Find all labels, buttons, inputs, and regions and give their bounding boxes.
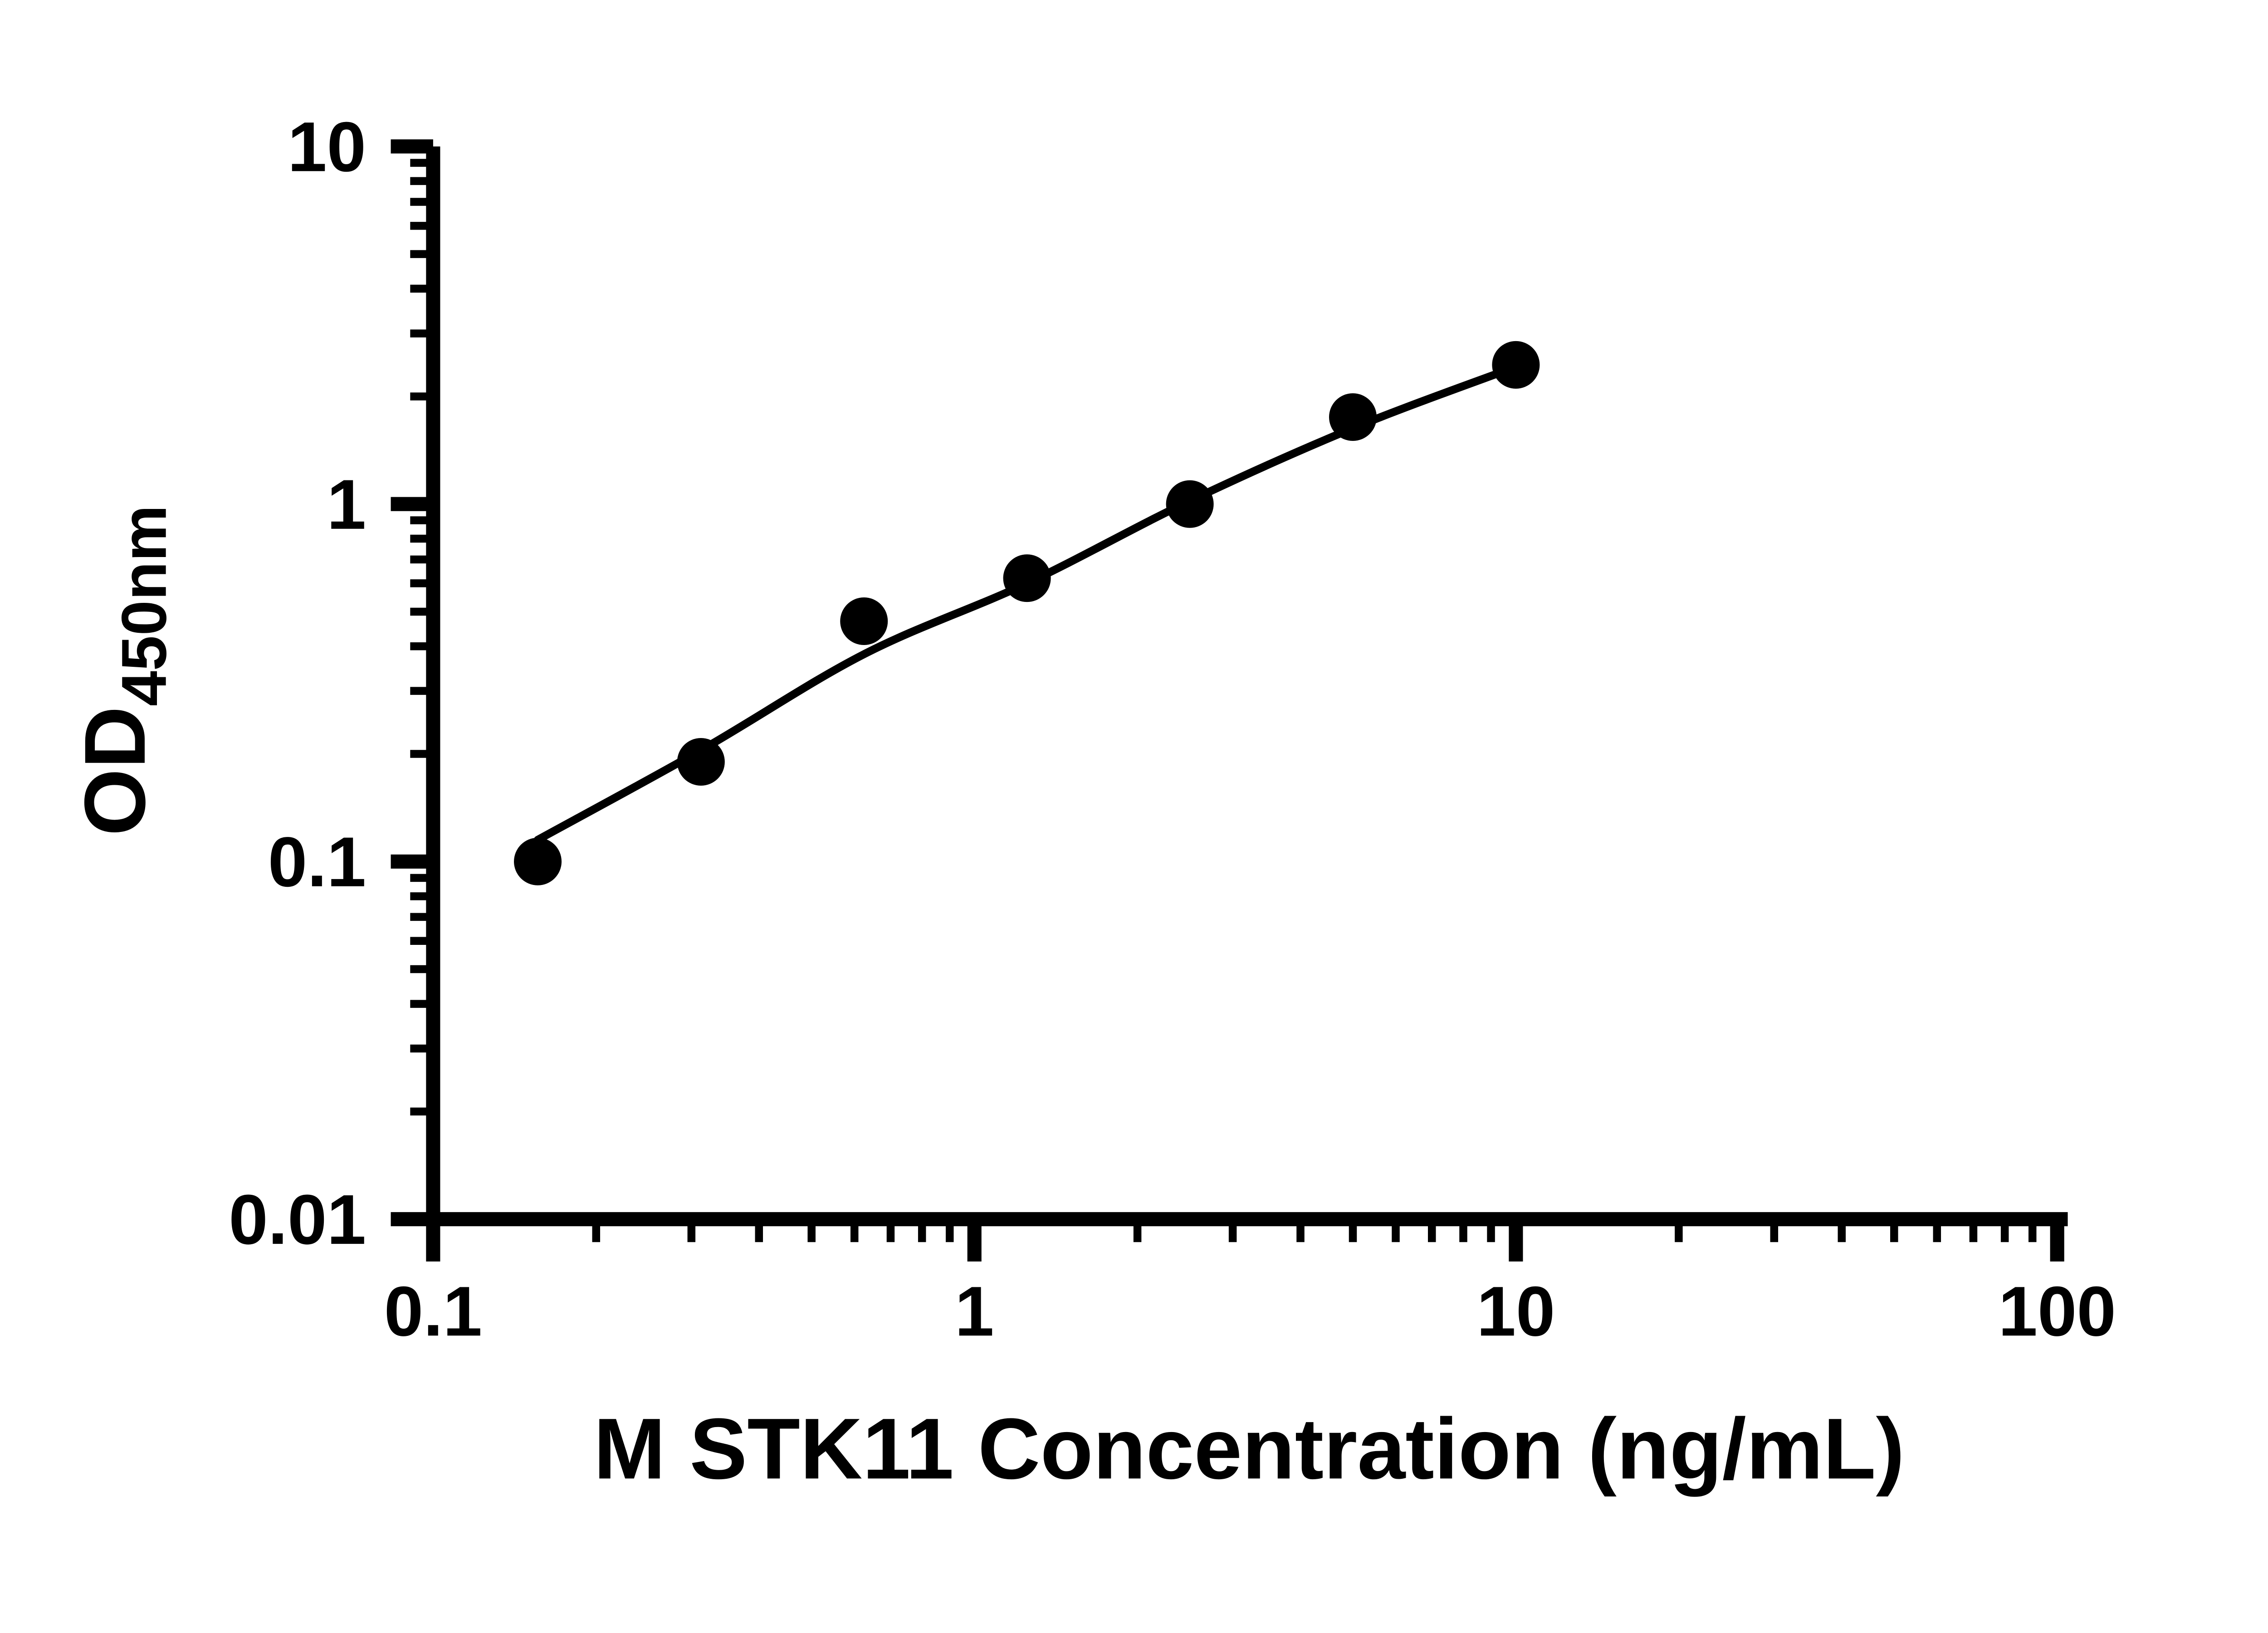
x-axis-tick-label: 1 — [955, 1271, 994, 1350]
y-axis-title-subscript: 450nm — [108, 505, 180, 706]
x-axis-tick-label: 100 — [1998, 1271, 2116, 1350]
y-axis-tick-label: 0.1 — [268, 822, 366, 901]
data-points-layer — [514, 341, 1540, 885]
standard-points-marker — [840, 597, 888, 645]
x-axis-tick-label: 0.1 — [384, 1271, 482, 1350]
y-axis-title-text: OD — [67, 706, 163, 836]
standard-points-marker — [514, 837, 562, 885]
axes — [391, 139, 2068, 1262]
standard-points-marker — [1003, 554, 1051, 602]
y-axis-tick-label: 1 — [327, 465, 367, 544]
axis-spines — [426, 146, 2068, 1227]
y-axis-tick-label: 10 — [288, 107, 366, 186]
standard-points-marker — [1492, 341, 1540, 389]
standard-points-marker — [677, 738, 725, 786]
x-axis-tick-label: 10 — [1476, 1271, 1555, 1350]
x-axis-title: M STK11 Concentration (ng/mL) — [594, 1400, 1905, 1497]
y-axis-title: OD450nm — [67, 505, 180, 836]
y-axis-tick-label: 0.01 — [229, 1180, 366, 1259]
elisa-standard-curve-figure: 0.1 1 10 100 0.01 0.1 1 10 M STK11 Concentratio… — [66, 107, 2116, 1497]
standard-points-marker — [1166, 480, 1214, 528]
standard-points-marker — [1329, 393, 1377, 441]
